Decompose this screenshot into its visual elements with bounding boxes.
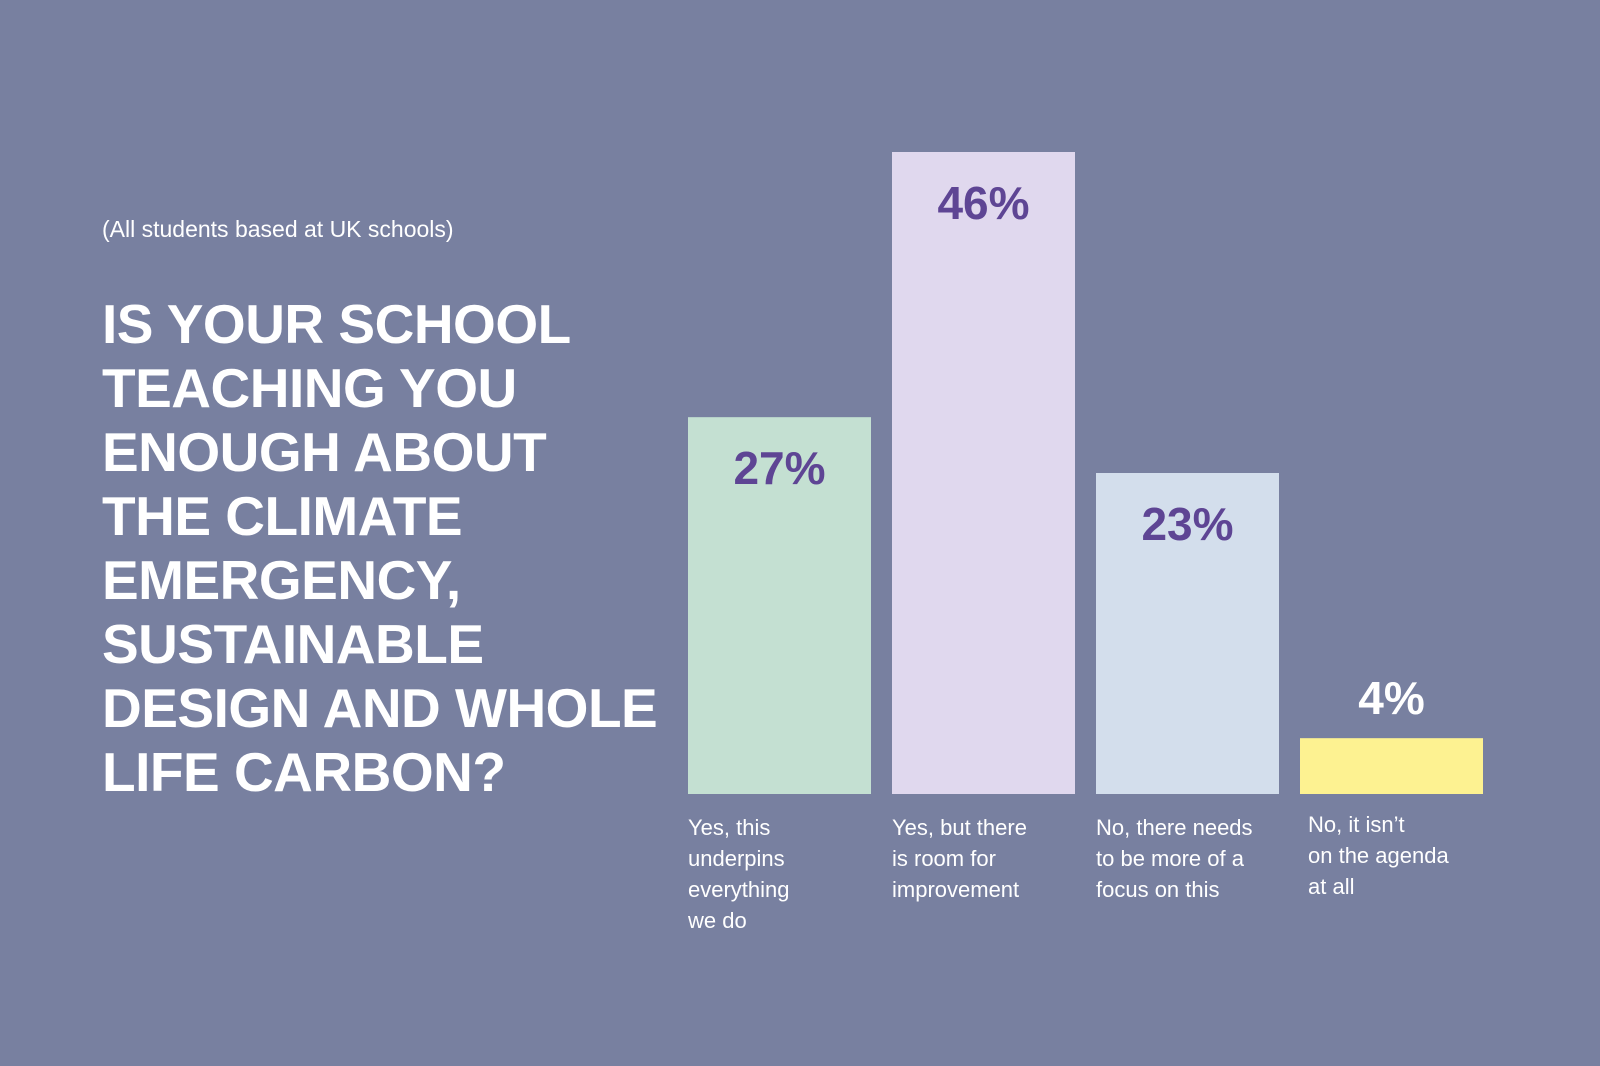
category-label-line: is room for <box>892 846 996 871</box>
title-line: SUSTAINABLE <box>102 613 484 675</box>
chart-subtitle: (All students based at UK schools) <box>102 216 454 242</box>
bar-1 <box>688 417 871 794</box>
category-label-line: at all <box>1308 874 1355 899</box>
category-label-line: we do <box>688 908 747 933</box>
chart-title: IS YOUR SCHOOL TEACHING YOU ENOUGH ABOUT… <box>102 292 662 804</box>
category-label-line: to be more of a <box>1096 846 1244 871</box>
bar-2 <box>892 152 1075 794</box>
title-line: LIFE CARBON? <box>102 741 506 803</box>
title-line: THE CLIMATE <box>102 485 463 547</box>
bar-4 <box>1300 738 1483 794</box>
title-line: IS YOUR SCHOOL <box>102 293 571 355</box>
title-line: ENOUGH ABOUT <box>102 421 547 483</box>
category-label-line: underpins <box>688 846 785 871</box>
title-line: DESIGN AND WHOLE <box>102 677 658 739</box>
category-label: Yes, but there is room for improvement <box>892 812 1077 905</box>
category-label-line: improvement <box>892 877 1020 902</box>
title-line: EMERGENCY, <box>102 549 461 611</box>
bar-3 <box>1096 473 1279 794</box>
category-label-line: everything <box>688 877 790 902</box>
title-line: TEACHING YOU <box>102 357 517 419</box>
category-label: No, it isn’t on the agenda at all <box>1308 809 1493 902</box>
bar-value-label: 27% <box>733 442 825 494</box>
bar-value-label: 23% <box>1141 498 1233 550</box>
category-label-line: on the agenda <box>1308 843 1449 868</box>
category-label-line: focus on this <box>1096 877 1220 902</box>
category-label-line: Yes, this <box>688 815 771 840</box>
category-label-line: Yes, but there <box>892 815 1027 840</box>
category-label-line: No, there needs <box>1096 815 1253 840</box>
category-label: Yes, this underpins everything we do <box>688 812 873 936</box>
bar-value-label: 46% <box>937 177 1029 229</box>
category-label: No, there needs to be more of a focus on t… <box>1096 812 1281 905</box>
bar-value-label: 4% <box>1358 672 1424 724</box>
category-label-line: No, it isn’t <box>1308 812 1405 837</box>
